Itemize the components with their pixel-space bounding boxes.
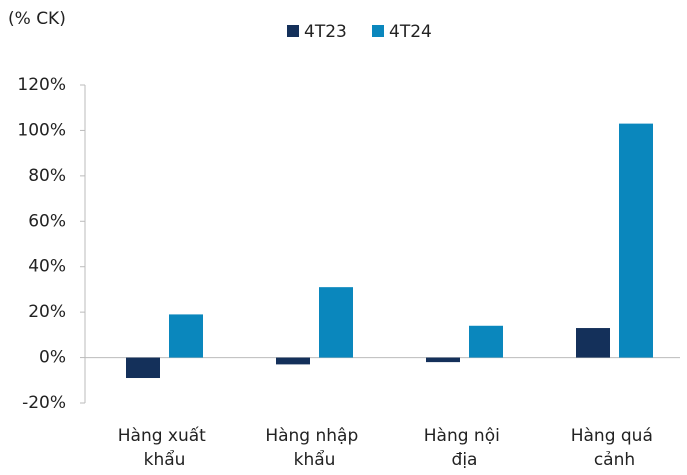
y-tick-label: -20% <box>22 393 66 413</box>
bar <box>276 357 310 365</box>
bar <box>126 357 160 379</box>
bar <box>576 328 610 358</box>
bar <box>469 325 503 358</box>
x-tick-label: Hàng nhập khẩu <box>265 426 363 470</box>
x-tick-line: khẩu <box>294 449 336 470</box>
x-tick-line: Hàng nội <box>424 426 505 446</box>
legend-label: 4T23 <box>304 22 347 42</box>
x-tick-label: Hàng xuất khẩu <box>118 425 212 470</box>
y-tick-label: 100% <box>17 120 66 140</box>
bar <box>426 357 460 363</box>
bar <box>169 314 203 358</box>
y-tick-label: 40% <box>28 257 66 277</box>
x-tick-line: cảnh <box>594 450 635 470</box>
x-tick-line: Hàng xuất <box>118 425 212 446</box>
legend-label: 4T24 <box>389 22 432 42</box>
y-tick-label: 80% <box>28 166 66 186</box>
bar <box>319 287 353 358</box>
x-tick-line: địa <box>452 450 478 470</box>
chart-subtitle: (% CK) <box>8 9 66 29</box>
y-tick-label: 60% <box>28 211 66 231</box>
legend-swatch <box>287 25 299 37</box>
y-tick-label: 0% <box>39 348 66 368</box>
x-tick-label: Hàng quá cảnh <box>571 426 659 470</box>
bar <box>619 123 653 358</box>
y-tick-label: 120% <box>17 75 66 95</box>
y-tick-label: 20% <box>28 302 66 322</box>
x-tick-line: khẩu <box>144 449 186 470</box>
x-tick-line: Hàng nhập <box>265 426 363 446</box>
x-tick-label: Hàng nội địa <box>424 426 505 470</box>
legend-swatch <box>372 25 384 37</box>
x-tick-line: Hàng quá <box>571 426 659 446</box>
